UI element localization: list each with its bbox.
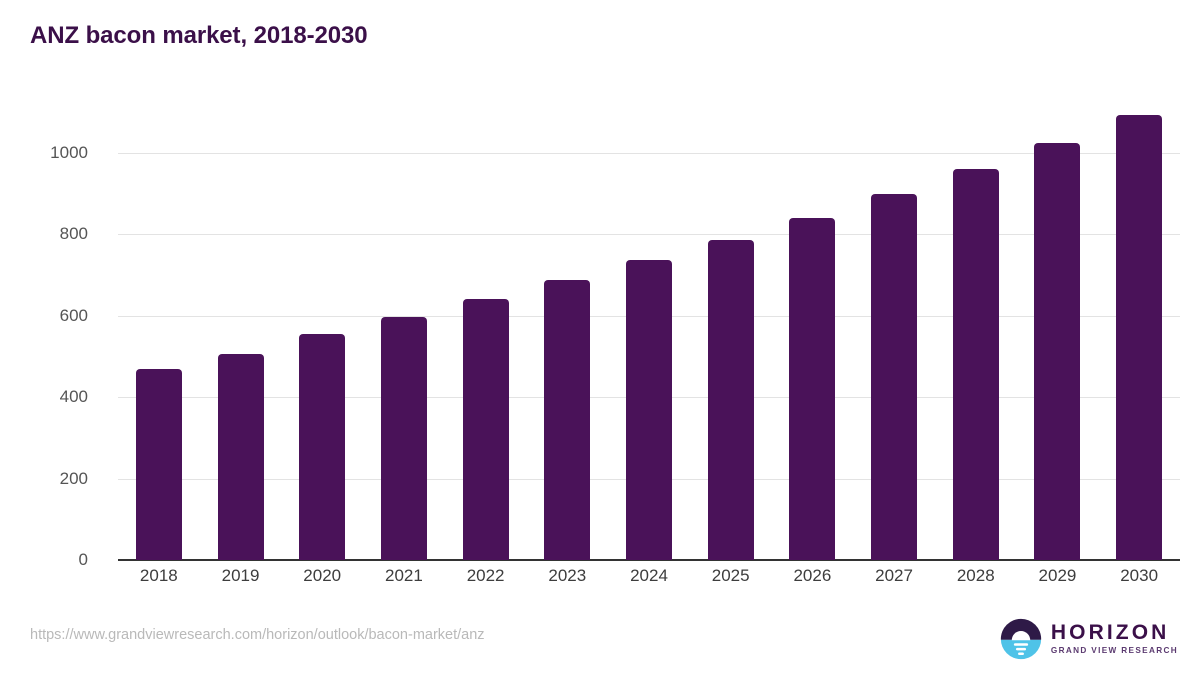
bar[interactable] bbox=[299, 334, 346, 560]
source-url[interactable]: https://www.grandviewresearch.com/horizo… bbox=[30, 627, 485, 643]
y-axis-tick-label: 400 bbox=[59, 387, 88, 407]
gridline bbox=[118, 234, 1180, 236]
x-axis-tick-label: 2022 bbox=[466, 566, 505, 585]
x-axis-tick-label: 2023 bbox=[548, 566, 587, 585]
y-axis-tick-label: 1000 bbox=[50, 142, 88, 162]
y-axis-tick-label: 0 bbox=[78, 550, 88, 569]
bar[interactable] bbox=[1116, 115, 1163, 560]
y-axis-tick-label: 800 bbox=[59, 224, 88, 244]
bar[interactable] bbox=[707, 240, 754, 560]
logo-wordmark: HORIZON bbox=[1050, 621, 1170, 645]
x-axis-tick-label: 2024 bbox=[630, 566, 668, 585]
plot-area: 0 200 400 600 800 1000 bbox=[50, 100, 1180, 569]
x-axis-line bbox=[118, 559, 1180, 561]
x-axis-tick-label: 2020 bbox=[303, 566, 342, 585]
bar[interactable] bbox=[871, 194, 918, 560]
gridline bbox=[118, 152, 1180, 154]
x-axis-tick-label: 2026 bbox=[793, 566, 832, 585]
bar[interactable] bbox=[789, 218, 836, 560]
y-axis-tick-label: 200 bbox=[59, 468, 88, 488]
x-axis-tick-label: 2029 bbox=[1038, 566, 1077, 585]
bar[interactable] bbox=[952, 168, 999, 560]
horizon-logo: HORIZON GRAND VIEW RESEARCH bbox=[1000, 616, 1178, 662]
bar[interactable] bbox=[380, 317, 427, 560]
x-axis-tick-label: 2018 bbox=[139, 566, 178, 585]
x-axis-tick-label: 2019 bbox=[221, 566, 260, 585]
x-axis-tick-label: 2028 bbox=[956, 566, 995, 585]
horizon-logo-icon bbox=[1000, 618, 1042, 660]
bar[interactable] bbox=[1034, 143, 1081, 560]
bar[interactable] bbox=[217, 354, 264, 560]
page-title: ANZ bacon market, 2018-2030 bbox=[30, 22, 368, 49]
y-axis-tick-label: 600 bbox=[59, 305, 88, 325]
bar[interactable] bbox=[544, 279, 591, 560]
x-axis-labels: 2018 2019 2020 2021 2022 2023 2024 2025 2026 2027… bbox=[118, 566, 1180, 596]
x-axis-tick-label: 2025 bbox=[711, 566, 750, 585]
x-axis-tick-label: 2030 bbox=[1120, 566, 1159, 585]
x-axis-tick-label: 2021 bbox=[385, 566, 423, 585]
logo-text: HORIZON GRAND VIEW RESEARCH bbox=[1051, 622, 1178, 655]
bars-layer bbox=[118, 100, 1180, 560]
bar[interactable] bbox=[462, 299, 509, 560]
bar[interactable] bbox=[626, 259, 672, 560]
x-axis-tick-label: 2027 bbox=[875, 566, 913, 585]
bar[interactable] bbox=[135, 368, 182, 560]
logo-tagline: GRAND VIEW RESEARCH bbox=[1050, 646, 1178, 656]
